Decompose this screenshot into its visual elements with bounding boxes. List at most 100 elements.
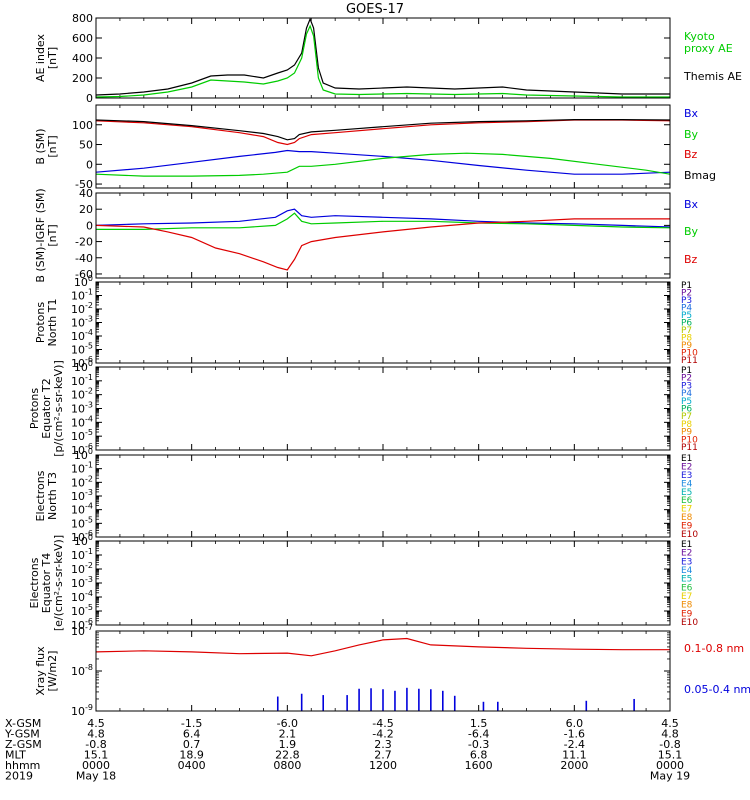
channel-label: P10 (681, 435, 698, 445)
year-label: 2019 (5, 770, 33, 783)
y-axis-label: B (SM) (34, 128, 47, 164)
x-row-label: hhmm (5, 759, 40, 772)
channel-label: P6 (681, 405, 692, 415)
x-row-value: 4.8 (87, 728, 105, 741)
x-row-value: 0400 (178, 759, 206, 772)
channel-label: E5 (681, 488, 692, 498)
x-row-value: 11.1 (562, 749, 587, 762)
panel-frame (95, 630, 671, 712)
x-row-value: 15.1 (84, 749, 109, 762)
x-row-value: 1.9 (279, 738, 297, 751)
x-row-value: 6.4 (183, 728, 201, 741)
panel-xray: 10-7 10-8 10-9 Xray flux [W/m2] 0.1-0.8 nm 0.0… (34, 623, 750, 718)
x-row-value: 2000 (560, 759, 588, 772)
y-axis-label: [nT] (46, 224, 59, 246)
x-row-value: -1.5 (181, 717, 202, 730)
y-tick-label: 10-6 (71, 529, 93, 544)
panel-frame (95, 104, 671, 189)
y-tick-label: 50 (79, 139, 93, 152)
y-tick-label: 0 (86, 219, 93, 232)
channel-label: P5 (681, 397, 692, 407)
x-row-label: X-GSM (5, 717, 41, 730)
y-axis-label: [nT] (46, 47, 59, 69)
legend-entry: Themis AE (683, 70, 742, 83)
y-tick-label: 100 (74, 447, 93, 462)
channel-label: P11 (681, 356, 698, 366)
x-row-value: -4.5 (372, 717, 393, 730)
y-axis-label: North T3 (46, 472, 59, 520)
channel-label: E8 (681, 513, 693, 523)
y-tick-label: 200 (72, 72, 93, 85)
channel-label: P10 (681, 349, 698, 359)
series-line-0-1-0-8-nm (96, 637, 670, 657)
legend-entry: Bx (684, 198, 699, 211)
y-ticks: 0 200 400 600 800 (72, 12, 670, 105)
x-row-value: 1.5 (470, 717, 488, 730)
series-line-themis-ae (96, 18, 670, 96)
x-row-value: 6.0 (566, 717, 584, 730)
panel-frame (95, 192, 671, 279)
legend-entry: 0.05-0.4 nm (684, 683, 750, 696)
y-tick-label: 10-7 (71, 623, 93, 638)
y-tick-label: 10-1 (71, 373, 93, 388)
y-axis-label: North T1 (46, 299, 59, 347)
y-tick-label: 400 (72, 52, 93, 65)
y-tick-label: 10-6 (71, 355, 93, 370)
y-tick-label: 800 (72, 12, 93, 25)
y-tick-label: -40 (75, 252, 93, 265)
y-axis-label: [p/(cm²-s-sr-keV)] (52, 360, 65, 457)
panel-frame (95, 281, 671, 364)
y-tick-label: 10-4 (71, 328, 93, 343)
legend-entry: By (684, 128, 699, 141)
channel-label: E6 (681, 496, 693, 506)
channel-label: P9 (681, 341, 692, 351)
y-axis-label: [nT] (46, 135, 59, 157)
x-row-value: 2.7 (374, 749, 392, 762)
channel-label: P5 (681, 311, 692, 321)
x-row-label: Z-GSM (5, 738, 42, 751)
channel-label: E7 (681, 592, 692, 602)
y-tick-label: 0 (86, 92, 93, 105)
y-tick-label: 10-1 (71, 288, 93, 303)
channel-label: E2 (681, 462, 692, 472)
channel-label: P9 (681, 428, 692, 438)
legend-entry: Bz (684, 253, 698, 266)
y-tick-label: 10-2 (71, 474, 93, 489)
channel-label: P3 (681, 296, 692, 306)
channel-label: P1 (681, 281, 692, 291)
x-row-value: 0000 (82, 759, 110, 772)
legend-entry: By (684, 225, 699, 238)
channel-label: P2 (681, 289, 692, 299)
y-tick-label: 10-3 (71, 488, 93, 503)
y-tick-label: -50 (75, 178, 93, 191)
y-tick-label: 10-4 (71, 589, 93, 604)
x-ticks (95, 455, 671, 537)
channel-label: P2 (681, 374, 692, 384)
series-line-by (96, 152, 670, 177)
channel-label: E10 (681, 530, 698, 540)
y-tick-label: 10-3 (71, 575, 93, 590)
y-axis-label: Equator T4 (40, 553, 53, 613)
x-row-value: -6.0 (277, 717, 298, 730)
y-axis-label: [e/(cm²-s-sr-keV)] (52, 535, 65, 631)
y-tick-label: 100 (72, 119, 93, 132)
channel-label: P7 (681, 326, 692, 336)
x-row-value: 1600 (465, 759, 493, 772)
y-axis-label: Electrons (34, 470, 47, 521)
y-tick-label: 20 (79, 203, 93, 216)
panel-bsm: -50 0 50 100 B (SM) [nT] Bx By Bz Bmag (34, 104, 716, 191)
x-row-value: 1200 (369, 759, 397, 772)
channel-label: E9 (681, 522, 693, 532)
y-tick-label: 10-3 (71, 401, 93, 416)
y-axis-label: Protons (34, 302, 47, 343)
channel-label: E1 (681, 540, 692, 550)
